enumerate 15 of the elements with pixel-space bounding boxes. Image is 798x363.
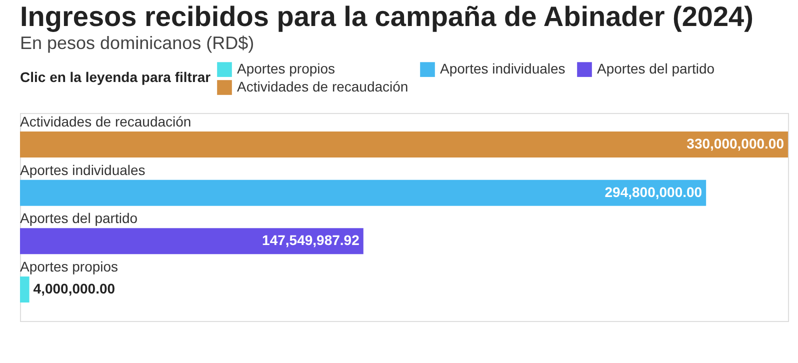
y-tick-label: Aportes del partido (20, 210, 138, 226)
legend-label: Aportes propios (237, 60, 336, 77)
data-label: 330,000,000.00 (686, 135, 784, 152)
chart-title: Ingresos recibidos para la campaña de Abinader (2024) (20, 1, 754, 32)
data-label: 4,000,000.00 (33, 280, 116, 297)
y-tick-label: Actividades de recaudación (20, 113, 192, 130)
legend-title: Clic en la leyenda para filtrar (20, 69, 212, 85)
legend-label: Actividades de recaudación (237, 78, 408, 94)
y-tick-label: Aportes individuales (20, 162, 146, 178)
data-label: 147,549,987.92 (262, 232, 360, 248)
legend-label: Aportes individuales (440, 60, 566, 77)
data-label: 294,800,000.00 (604, 184, 702, 200)
chart-subtitle: En pesos dominicanos (RD$) (20, 33, 254, 53)
legend-label: Aportes del partido (597, 60, 715, 77)
y-tick-label: Aportes propios (20, 258, 118, 275)
